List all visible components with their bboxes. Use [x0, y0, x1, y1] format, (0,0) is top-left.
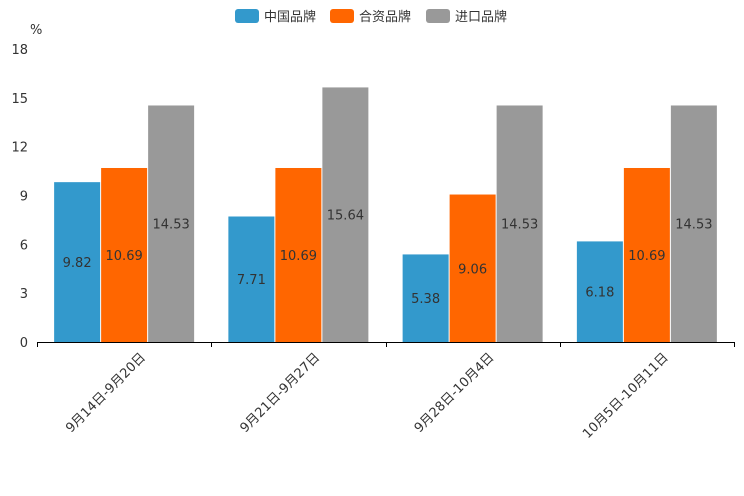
y-tick-label: 9 [20, 190, 28, 205]
data-label: 6.18 [585, 286, 614, 301]
bar-3-1[interactable] [148, 105, 195, 342]
data-label: 14.53 [153, 218, 190, 233]
legend-item[interactable]: 合资品牌 [330, 9, 411, 25]
bar-2-2[interactable] [275, 167, 322, 342]
x-axis: 9月14日-9月20日 9月21日-9月27日 9月28日-10月4日 10月5日-1… [37, 342, 735, 442]
bar-2-1[interactable] [101, 167, 148, 342]
x-category-label: 9月14日-9月20日 [63, 350, 149, 436]
data-label: 7.71 [237, 273, 266, 288]
legend: 中国品牌 合资品牌 进口品牌 [235, 9, 507, 25]
y-tick-label: 15 [11, 92, 28, 107]
legend-swatch [426, 9, 450, 23]
data-label: 9.06 [458, 262, 487, 277]
y-axis-unit-label: % [30, 23, 42, 38]
legend-swatch [330, 9, 354, 23]
bar-3-3[interactable] [496, 105, 543, 342]
data-label: 10.69 [628, 249, 665, 264]
legend-swatch [235, 9, 259, 23]
data-label: 10.69 [280, 249, 317, 264]
x-category-label: 9月21日-9月27日 [237, 350, 323, 436]
data-label: 5.38 [411, 292, 440, 307]
bar-2-3[interactable] [449, 194, 496, 342]
y-axis: 0 3 6 9 12 15 18 [11, 43, 28, 351]
legend-label: 合资品牌 [359, 9, 411, 25]
bar-2-4[interactable] [623, 167, 670, 342]
bars: 9.82 10.69 14.53 7.71 10.69 15.64 5.38 9.06 14.5… [54, 87, 717, 342]
legend-item[interactable]: 中国品牌 [235, 9, 316, 25]
bar-1-1[interactable] [54, 182, 101, 342]
bar-1-2[interactable] [228, 216, 275, 342]
bar-1-3[interactable] [402, 254, 449, 342]
y-tick-label: 6 [20, 238, 28, 253]
legend-label: 中国品牌 [264, 9, 316, 25]
legend-item[interactable]: 进口品牌 [426, 9, 507, 25]
bar-3-4[interactable] [670, 105, 717, 342]
y-tick-label: 18 [11, 43, 28, 58]
x-category-label: 10月5日-10月11日 [580, 350, 672, 442]
bar-1-4[interactable] [576, 241, 623, 342]
data-label: 14.53 [501, 218, 538, 233]
y-tick-label: 0 [20, 336, 28, 351]
data-label: 9.82 [63, 256, 92, 271]
x-category-label: 9月28日-10月4日 [412, 350, 498, 436]
bar-3-2[interactable] [322, 87, 369, 342]
legend-label: 进口品牌 [455, 9, 507, 25]
y-tick-label: 12 [11, 141, 28, 156]
data-label: 15.64 [327, 209, 364, 224]
y-tick-label: 3 [20, 287, 28, 302]
data-label: 10.69 [106, 249, 143, 264]
data-label: 14.53 [675, 218, 712, 233]
